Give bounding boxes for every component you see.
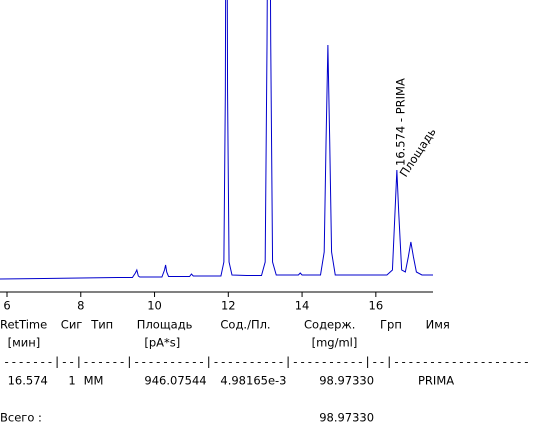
column-header: Площадь [137,318,193,332]
x-tick-label: 6 [3,299,10,313]
x-tick-label: 10 [147,299,162,313]
total-cell: 98.97330 [319,411,374,425]
table-cell: 16.574 [8,374,48,388]
plot-area [0,0,433,280]
table-cell: MM [84,374,104,388]
column-header: Сод./Пл. [220,318,270,332]
separator: -------|--|------|----------|----------|… [3,355,530,369]
column-header: Содерж. [304,318,355,332]
table-cell: 4.98165e-3 [220,374,286,388]
table-cell: 98.97330 [319,374,374,388]
column-unit: [pA*s] [144,336,180,350]
x-tick-label: 8 [77,299,84,313]
column-header: Имя [426,318,450,332]
peak-annotation: 16.574 - PRIMA [394,78,408,166]
x-tick-label: 14 [295,299,310,313]
table-cell: PRIMA [418,374,454,388]
table-cell: 1 [68,374,75,388]
table-cell: 946.07544 [144,374,206,388]
x-tick-label: 12 [221,299,236,313]
column-unit: [mg/ml] [312,336,358,350]
trace [0,0,433,280]
column-header: RetTime [0,318,47,332]
column-header: Сиг [61,318,83,332]
x-tick-label: 16 [369,299,384,313]
total-cell: Всего : [0,411,42,425]
column-header: Грп [380,318,402,332]
column-unit: [мин] [8,336,41,350]
column-header: Тип [90,318,113,332]
